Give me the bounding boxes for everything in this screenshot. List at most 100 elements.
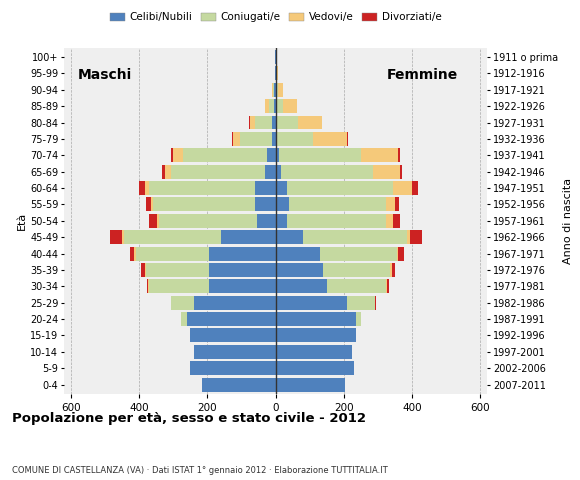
Bar — [390, 263, 392, 277]
Bar — [277, 116, 298, 130]
Bar — [276, 165, 281, 179]
Bar — [395, 197, 399, 211]
Bar — [141, 263, 145, 277]
Bar — [347, 296, 375, 310]
Bar — [373, 165, 400, 179]
Bar — [276, 296, 347, 310]
Bar — [171, 296, 194, 310]
Bar — [209, 263, 276, 277]
Bar — [267, 148, 276, 162]
Bar — [276, 197, 289, 211]
Bar — [303, 230, 407, 244]
Bar — [249, 116, 250, 130]
Bar — [277, 132, 313, 146]
Bar — [276, 66, 278, 80]
Bar — [400, 165, 402, 179]
Bar — [190, 328, 276, 342]
Bar — [173, 148, 183, 162]
Bar — [145, 263, 146, 277]
Bar — [122, 230, 124, 244]
Bar — [288, 214, 386, 228]
Bar — [135, 247, 136, 261]
Bar — [255, 116, 272, 130]
Bar — [276, 312, 356, 326]
Bar — [160, 214, 257, 228]
Bar — [149, 214, 157, 228]
Bar — [279, 148, 361, 162]
Bar — [209, 279, 276, 293]
Bar — [146, 197, 151, 211]
Bar — [281, 165, 373, 179]
Bar — [347, 132, 348, 146]
Bar — [165, 165, 171, 179]
Bar — [194, 345, 276, 359]
Bar — [146, 263, 209, 277]
Bar — [221, 230, 276, 244]
Bar — [276, 83, 278, 97]
Bar — [356, 312, 361, 326]
Bar — [240, 132, 272, 146]
Bar — [272, 83, 273, 97]
Bar — [361, 148, 398, 162]
Bar — [276, 132, 277, 146]
Bar — [202, 378, 276, 392]
Bar — [187, 312, 276, 326]
Bar — [327, 279, 386, 293]
Bar — [147, 279, 148, 293]
Bar — [276, 279, 327, 293]
Bar — [149, 181, 255, 195]
Bar — [255, 197, 276, 211]
Text: COMUNE DI CASTELLANZA (VA) · Dati ISTAT 1° gennaio 2012 · Elaborazione TUTTITALI: COMUNE DI CASTELLANZA (VA) · Dati ISTAT … — [12, 466, 387, 475]
Bar — [130, 247, 135, 261]
Bar — [269, 99, 274, 113]
Bar — [386, 197, 395, 211]
Bar — [393, 214, 400, 228]
Bar — [276, 361, 354, 375]
Bar — [276, 181, 288, 195]
Bar — [110, 230, 122, 244]
Bar — [272, 132, 276, 146]
Bar — [320, 247, 397, 261]
Bar — [255, 181, 276, 195]
Bar — [298, 116, 321, 130]
Bar — [276, 345, 352, 359]
Bar — [387, 279, 389, 293]
Bar — [283, 99, 296, 113]
Bar — [274, 83, 276, 97]
Bar — [183, 148, 267, 162]
Legend: Celibi/Nubili, Coniugati/e, Vedovi/e, Divorziati/e: Celibi/Nubili, Coniugati/e, Vedovi/e, Di… — [106, 8, 445, 26]
Bar — [209, 247, 276, 261]
Text: Femmine: Femmine — [387, 68, 458, 82]
Bar — [276, 328, 356, 342]
Bar — [257, 214, 276, 228]
Bar — [265, 165, 276, 179]
Bar — [180, 312, 187, 326]
Bar — [153, 197, 255, 211]
Bar — [139, 181, 145, 195]
Bar — [190, 361, 276, 375]
Bar — [136, 247, 209, 261]
Bar — [232, 132, 233, 146]
Text: Popolazione per età, sesso e stato civile - 2012: Popolazione per età, sesso e stato civil… — [12, 412, 365, 425]
Bar — [276, 99, 283, 113]
Bar — [412, 181, 418, 195]
Bar — [148, 279, 149, 293]
Bar — [145, 181, 149, 195]
Bar — [149, 279, 209, 293]
Bar — [276, 378, 346, 392]
Bar — [276, 148, 279, 162]
Bar — [171, 148, 173, 162]
Bar — [274, 99, 276, 113]
Bar — [151, 197, 153, 211]
Bar — [398, 247, 404, 261]
Bar — [194, 296, 276, 310]
Bar — [276, 230, 303, 244]
Bar — [323, 263, 390, 277]
Bar — [157, 214, 160, 228]
Bar — [273, 83, 274, 97]
Bar — [397, 247, 398, 261]
Bar — [393, 181, 412, 195]
Bar — [289, 197, 386, 211]
Bar — [233, 132, 240, 146]
Bar — [321, 116, 322, 130]
